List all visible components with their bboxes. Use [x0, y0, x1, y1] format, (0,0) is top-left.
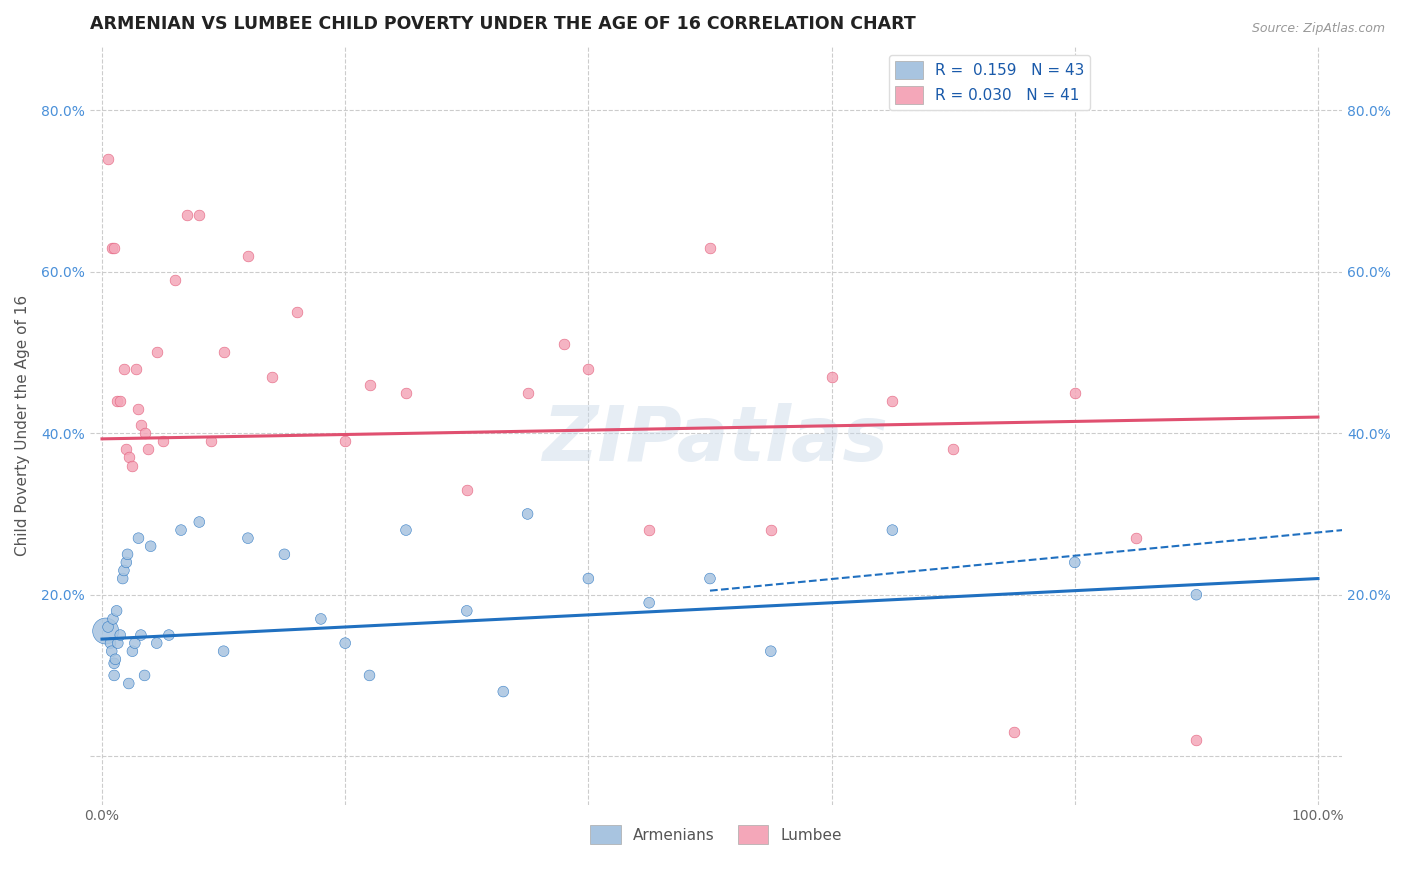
Point: [103, 668, 125, 682]
Point: [104, 652, 127, 666]
Point: [285, 305, 308, 319]
Point: [1125, 531, 1147, 545]
Point: [882, 523, 904, 537]
Point: [136, 442, 159, 457]
Point: [118, 450, 141, 465]
Point: [170, 523, 193, 537]
Point: [145, 345, 167, 359]
Point: [157, 628, 180, 642]
Point: [492, 684, 515, 698]
Point: [262, 369, 284, 384]
Point: [576, 361, 599, 376]
Point: [129, 628, 152, 642]
Point: [1063, 385, 1085, 400]
Point: [127, 531, 149, 545]
Point: [456, 604, 478, 618]
Point: [100, 240, 122, 254]
Point: [236, 531, 259, 545]
Point: [117, 547, 139, 561]
Point: [112, 361, 135, 376]
Point: [103, 240, 125, 254]
Point: [115, 442, 138, 457]
Point: [395, 523, 418, 537]
Point: [820, 369, 842, 384]
Point: [553, 337, 575, 351]
Point: [759, 523, 782, 537]
Point: [118, 676, 141, 690]
Point: [101, 612, 124, 626]
Point: [163, 273, 186, 287]
Point: [1185, 588, 1208, 602]
Point: [124, 636, 146, 650]
Point: [152, 434, 174, 449]
Point: [97, 620, 120, 634]
Point: [699, 572, 721, 586]
Point: [942, 442, 965, 457]
Point: [273, 547, 295, 561]
Point: [188, 208, 211, 222]
Point: [699, 240, 721, 254]
Point: [236, 249, 259, 263]
Point: [139, 539, 162, 553]
Point: [335, 434, 357, 449]
Point: [129, 418, 152, 433]
Point: [134, 668, 156, 682]
Point: [188, 515, 211, 529]
Point: [110, 628, 132, 642]
Point: [112, 564, 135, 578]
Point: [103, 657, 125, 671]
Text: Source: ZipAtlas.com: Source: ZipAtlas.com: [1251, 22, 1385, 36]
Point: [110, 393, 132, 408]
Point: [395, 385, 418, 400]
Point: [105, 604, 128, 618]
Point: [212, 345, 235, 359]
Point: [359, 668, 381, 682]
Point: [94, 624, 117, 638]
Point: [134, 426, 156, 441]
Point: [1185, 733, 1208, 747]
Point: [121, 644, 143, 658]
Text: ARMENIAN VS LUMBEE CHILD POVERTY UNDER THE AGE OF 16 CORRELATION CHART: ARMENIAN VS LUMBEE CHILD POVERTY UNDER T…: [90, 15, 915, 33]
Point: [759, 644, 782, 658]
Point: [576, 572, 599, 586]
Point: [638, 596, 661, 610]
Point: [456, 483, 478, 497]
Point: [638, 523, 661, 537]
Point: [176, 208, 198, 222]
Point: [1063, 555, 1085, 569]
Point: [121, 458, 143, 473]
Point: [125, 361, 148, 376]
Point: [115, 555, 138, 569]
Point: [516, 385, 538, 400]
Point: [309, 612, 332, 626]
Point: [200, 434, 222, 449]
Y-axis label: Child Poverty Under the Age of 16: Child Poverty Under the Age of 16: [15, 294, 30, 556]
Point: [100, 644, 122, 658]
Point: [145, 636, 167, 650]
Point: [100, 636, 122, 650]
Point: [359, 377, 381, 392]
Point: [1002, 725, 1025, 739]
Point: [212, 644, 235, 658]
Point: [516, 507, 538, 521]
Point: [105, 393, 128, 408]
Point: [97, 152, 120, 166]
Legend: R =  0.159   N = 43, R = 0.030   N = 41: R = 0.159 N = 43, R = 0.030 N = 41: [889, 54, 1091, 110]
Text: ZIPatlas: ZIPatlas: [543, 403, 889, 477]
Point: [107, 636, 129, 650]
Point: [335, 636, 357, 650]
Point: [882, 393, 904, 408]
Point: [127, 402, 149, 417]
Point: [111, 572, 134, 586]
